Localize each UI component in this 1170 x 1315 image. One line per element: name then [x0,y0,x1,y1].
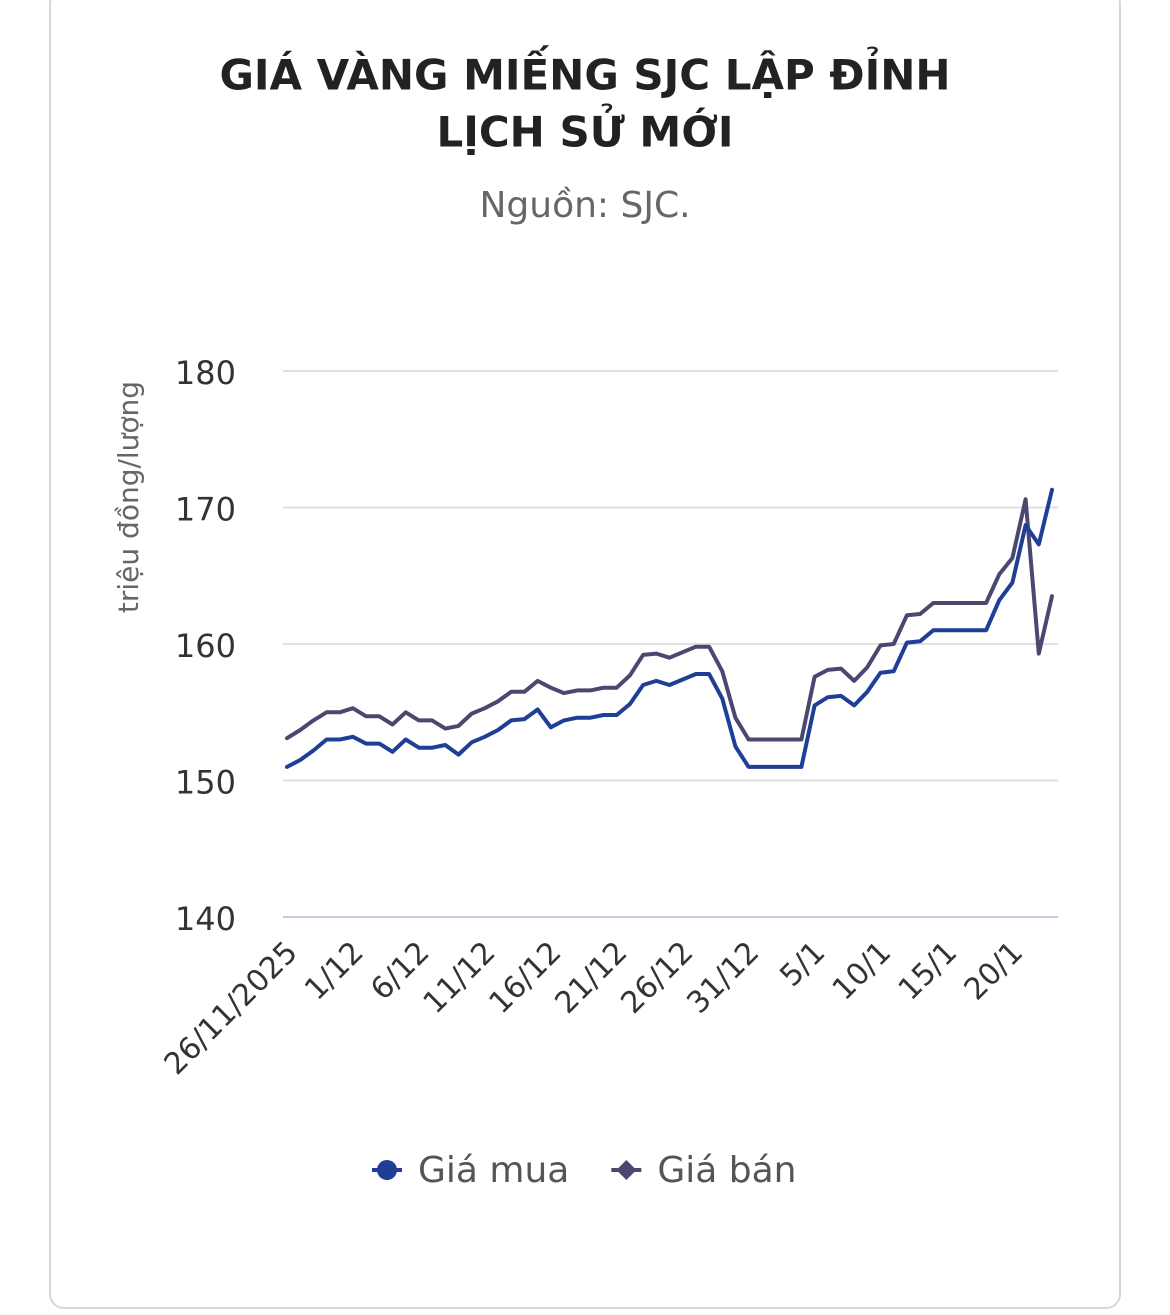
legend-label: Giá mua [418,1150,569,1191]
legend-marker [377,1160,397,1180]
chart-title: GIÁ VÀNG MIẾNG SJC LẬP ĐỈNH [219,45,950,100]
legend-label: Giá bán [657,1150,796,1191]
chart-title: LỊCH SỬ MỚI [436,103,733,157]
legend-marker [616,1160,637,1180]
data-line [285,497,1054,742]
y-tick-label: 170 [175,491,236,529]
y-tick-label: 140 [175,900,236,938]
y-tick-label: 180 [175,354,236,392]
y-axis-title: triệu đồng/lượng [112,381,145,613]
chart-subtitle: Nguồn: SJC. [479,185,690,226]
data-line [285,487,1054,769]
card [49,0,1121,1309]
y-tick-label: 160 [175,627,236,665]
y-tick-label: 150 [175,764,236,802]
